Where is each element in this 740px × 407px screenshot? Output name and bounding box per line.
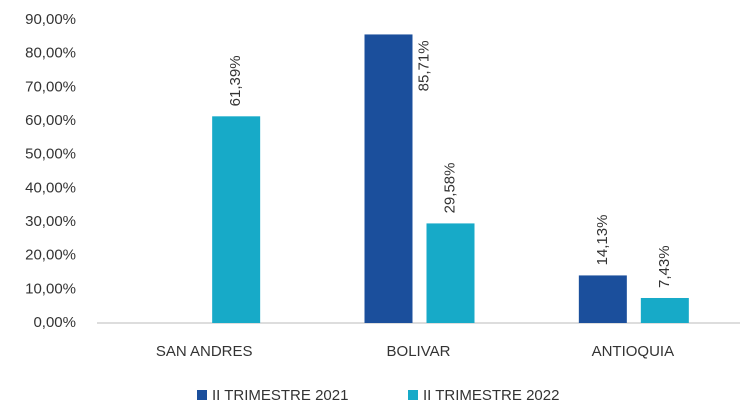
x-tick-label: BOLIVAR xyxy=(387,343,451,360)
y-tick-label: 20,00% xyxy=(25,247,76,264)
y-tick-label: 70,00% xyxy=(25,78,76,95)
y-tick-label: 90,00% xyxy=(25,11,76,28)
data-label: 85,71% xyxy=(415,40,432,91)
y-tick-label: 30,00% xyxy=(25,213,76,230)
bar xyxy=(212,116,261,323)
data-label: 61,39% xyxy=(227,55,244,106)
y-tick-label: 60,00% xyxy=(25,112,76,129)
y-tick-label: 0,00% xyxy=(33,314,76,331)
bar xyxy=(578,275,627,323)
data-label: 14,13% xyxy=(594,215,611,266)
legend-label: II TRIMESTRE 2021 xyxy=(212,387,348,404)
data-label: 7,43% xyxy=(656,245,673,288)
y-tick-label: 50,00% xyxy=(25,146,76,163)
y-tick-label: 40,00% xyxy=(25,179,76,196)
legend-swatch xyxy=(197,390,207,400)
bar xyxy=(364,34,413,324)
legend-label: II TRIMESTRE 2022 xyxy=(423,387,559,404)
y-tick-label: 10,00% xyxy=(25,280,76,297)
bar xyxy=(640,297,689,323)
legend-swatch xyxy=(408,390,418,400)
data-label: 29,58% xyxy=(441,163,458,214)
y-tick-label: 80,00% xyxy=(25,45,76,62)
x-tick-label: ANTIOQUIA xyxy=(592,343,675,360)
bar xyxy=(426,223,475,323)
x-tick-label: SAN ANDRES xyxy=(156,343,253,360)
